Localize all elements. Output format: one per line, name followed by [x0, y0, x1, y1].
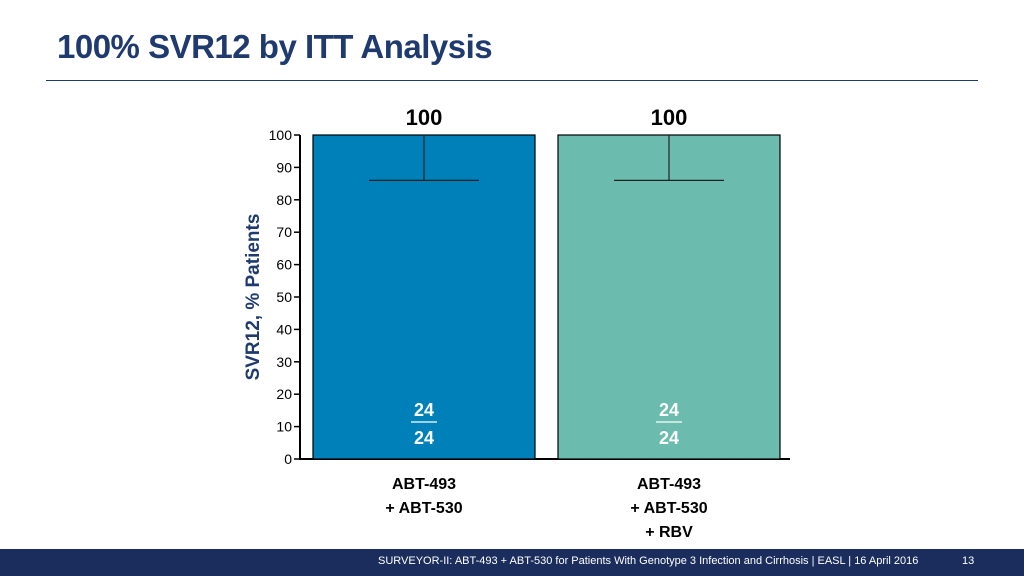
y-tick-label: 80 [276, 192, 292, 208]
page-title: 100% SVR12 by ITT Analysis [57, 28, 493, 65]
y-tick-label: 100 [269, 127, 293, 143]
x-category-label: + ABT-530 [385, 500, 462, 517]
bar [557, 134, 781, 460]
x-category-label: + RBV [645, 524, 693, 541]
bar-value-label: 100 [651, 105, 688, 130]
y-tick-label: 40 [276, 321, 292, 337]
fraction-numerator: 24 [414, 400, 434, 420]
y-tick-label: 0 [284, 451, 292, 467]
fraction-numerator: 24 [659, 400, 679, 420]
y-tick-label: 10 [276, 419, 292, 435]
y-tick-label: 20 [276, 386, 292, 402]
page-number: 13 [962, 555, 975, 567]
y-tick-label: 30 [276, 354, 292, 370]
title-divider [46, 80, 978, 81]
x-category-label: ABT-493 [637, 476, 701, 493]
footer-bar: SURVEYOR-II: ABT-493 + ABT-530 for Patie… [0, 549, 1024, 576]
y-tick-label: 90 [276, 159, 292, 175]
y-tick-label: 70 [276, 224, 292, 240]
bar-value-label: 100 [406, 105, 443, 130]
bar [312, 134, 536, 460]
fraction-denominator: 24 [659, 428, 679, 448]
footer-citation: SURVEYOR-II: ABT-493 + ABT-530 for Patie… [378, 555, 919, 567]
x-category-label: + ABT-530 [630, 500, 707, 517]
y-axis-title: SVR12, % Patients [243, 214, 264, 381]
x-category-label: ABT-493 [392, 476, 456, 493]
fraction-denominator: 24 [414, 428, 434, 448]
y-tick-label: 50 [276, 289, 292, 305]
y-tick-label: 60 [276, 257, 292, 273]
